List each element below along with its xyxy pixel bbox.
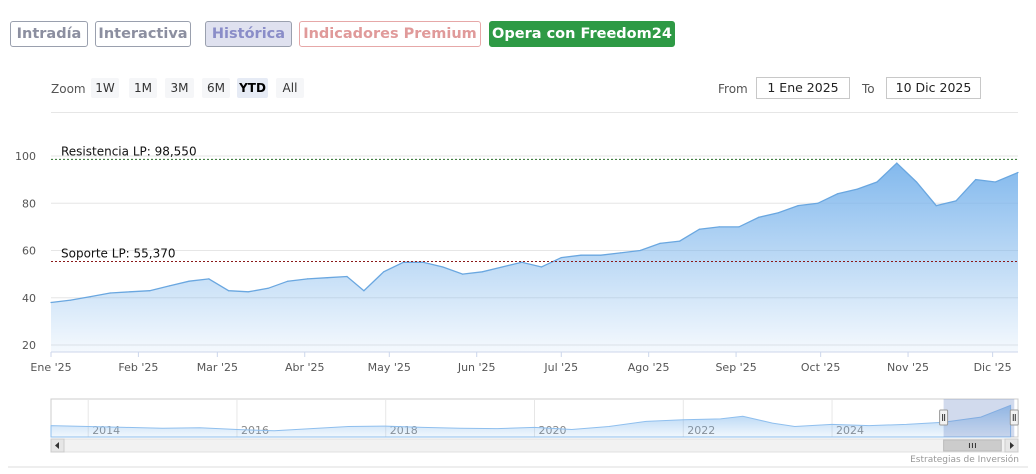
level-label: Resistencia LP: 98,550 bbox=[61, 144, 197, 158]
scrollbar-track[interactable] bbox=[50, 438, 1019, 453]
data-point bbox=[837, 193, 839, 195]
to-label: To bbox=[862, 82, 875, 96]
data-point bbox=[442, 266, 444, 268]
scroll-left-arrow-icon bbox=[55, 442, 59, 449]
zoom-1m-button[interactable]: 1M bbox=[129, 78, 157, 98]
data-point bbox=[679, 240, 681, 242]
data-point bbox=[228, 290, 230, 292]
x-tick-label: Jun '25 bbox=[457, 361, 496, 374]
from-date-input[interactable]: 1 Ene 2025 bbox=[756, 77, 850, 99]
data-point bbox=[383, 271, 385, 273]
navigator-left-handle[interactable] bbox=[939, 409, 949, 426]
data-point bbox=[955, 200, 957, 202]
x-tick-label: Abr '25 bbox=[285, 361, 325, 374]
data-point bbox=[876, 181, 878, 183]
data-point bbox=[89, 296, 92, 298]
scroll-right-arrow-icon bbox=[1010, 442, 1014, 449]
y-tick-label: 20 bbox=[22, 339, 36, 352]
data-point bbox=[188, 280, 190, 282]
data-point bbox=[422, 261, 424, 263]
series-line bbox=[50, 162, 1019, 304]
data-point bbox=[402, 261, 404, 263]
data-point bbox=[758, 216, 760, 218]
data-point bbox=[208, 278, 210, 280]
x-tick-label: Ago '25 bbox=[628, 361, 670, 374]
data-point bbox=[70, 299, 72, 301]
data-point bbox=[777, 212, 780, 214]
zoom-6m-button[interactable]: 6M bbox=[202, 78, 230, 98]
zoom-ytd-button[interactable]: YTD bbox=[237, 78, 268, 98]
y-tick-label: 80 bbox=[22, 197, 36, 210]
data-point bbox=[738, 226, 740, 228]
from-label: From bbox=[718, 82, 748, 96]
zoom-all-button[interactable]: All bbox=[276, 78, 304, 98]
data-point bbox=[346, 275, 348, 278]
data-point bbox=[481, 271, 483, 273]
zoom-3m-button[interactable]: 3M bbox=[165, 78, 194, 98]
data-point bbox=[307, 278, 309, 280]
y-tick-label: 60 bbox=[22, 245, 36, 258]
x-tick-label: Feb '25 bbox=[118, 361, 158, 374]
series-area bbox=[51, 163, 1018, 352]
to-date-input[interactable]: 10 Dic 2025 bbox=[886, 77, 981, 99]
data-point bbox=[462, 273, 464, 275]
tab-indicadores-premium[interactable]: Indicadores Premium bbox=[299, 21, 481, 47]
data-point bbox=[935, 205, 937, 207]
tab-intradía[interactable]: Intradía bbox=[10, 21, 88, 47]
data-point bbox=[109, 292, 111, 294]
data-point bbox=[267, 287, 269, 289]
x-tick-label: Ene '25 bbox=[30, 361, 71, 374]
data-point bbox=[287, 280, 289, 282]
data-point bbox=[168, 285, 170, 287]
x-tick-label: Jul '25 bbox=[543, 361, 578, 374]
x-tick-label: Dic '25 bbox=[974, 361, 1012, 374]
y-tick-label: 40 bbox=[22, 292, 36, 305]
data-point bbox=[363, 290, 365, 292]
data-point bbox=[994, 181, 997, 183]
data-point bbox=[639, 249, 641, 252]
x-tick-label: Oct '25 bbox=[801, 361, 841, 374]
toolbar-divider bbox=[51, 112, 1018, 113]
navigator-series bbox=[50, 404, 1012, 438]
x-tick-label: Mar '25 bbox=[197, 361, 238, 374]
data-point bbox=[560, 257, 562, 259]
tab-interactiva[interactable]: Interactiva bbox=[95, 21, 191, 47]
x-tick-label: May '25 bbox=[368, 361, 411, 374]
data-point bbox=[915, 181, 918, 183]
zoom-label: Zoom bbox=[51, 82, 86, 96]
data-point bbox=[326, 277, 328, 279]
x-tick-label: Nov '25 bbox=[887, 361, 929, 374]
data-point bbox=[1017, 171, 1019, 174]
data-point bbox=[50, 301, 52, 304]
navigator-selection bbox=[943, 399, 1015, 437]
data-point bbox=[247, 291, 249, 293]
data-point bbox=[129, 291, 131, 293]
data-point bbox=[896, 162, 898, 164]
data-point bbox=[797, 205, 799, 207]
data-point bbox=[856, 188, 858, 190]
range-selector: Zoom 1W 1M 3M 6M YTD All From 1 Ene 2025 To 1… bbox=[0, 76, 1036, 102]
data-point bbox=[580, 254, 582, 256]
data-point bbox=[540, 266, 543, 268]
data-point bbox=[619, 252, 622, 254]
y-tick-label: 100 bbox=[15, 150, 36, 163]
tab-histórica[interactable]: Histórica bbox=[205, 21, 292, 47]
data-point bbox=[698, 228, 701, 230]
data-point bbox=[975, 179, 977, 181]
navigator-right-handle[interactable] bbox=[1009, 409, 1019, 426]
level-label: Soporte LP: 55,370 bbox=[61, 246, 176, 260]
data-point bbox=[149, 290, 151, 292]
data-point bbox=[659, 242, 661, 244]
data-point bbox=[600, 254, 602, 256]
data-point bbox=[817, 202, 819, 204]
zoom-1w-button[interactable]: 1W bbox=[91, 78, 119, 98]
tab-opera-con-freedom24[interactable]: Opera con Freedom24 bbox=[489, 21, 675, 47]
credits-label[interactable]: Estrategias de Inversión bbox=[910, 455, 1019, 465]
data-point bbox=[718, 226, 720, 228]
data-point bbox=[501, 266, 503, 268]
x-tick-label: Sep '25 bbox=[715, 361, 756, 374]
data-point bbox=[521, 261, 523, 263]
